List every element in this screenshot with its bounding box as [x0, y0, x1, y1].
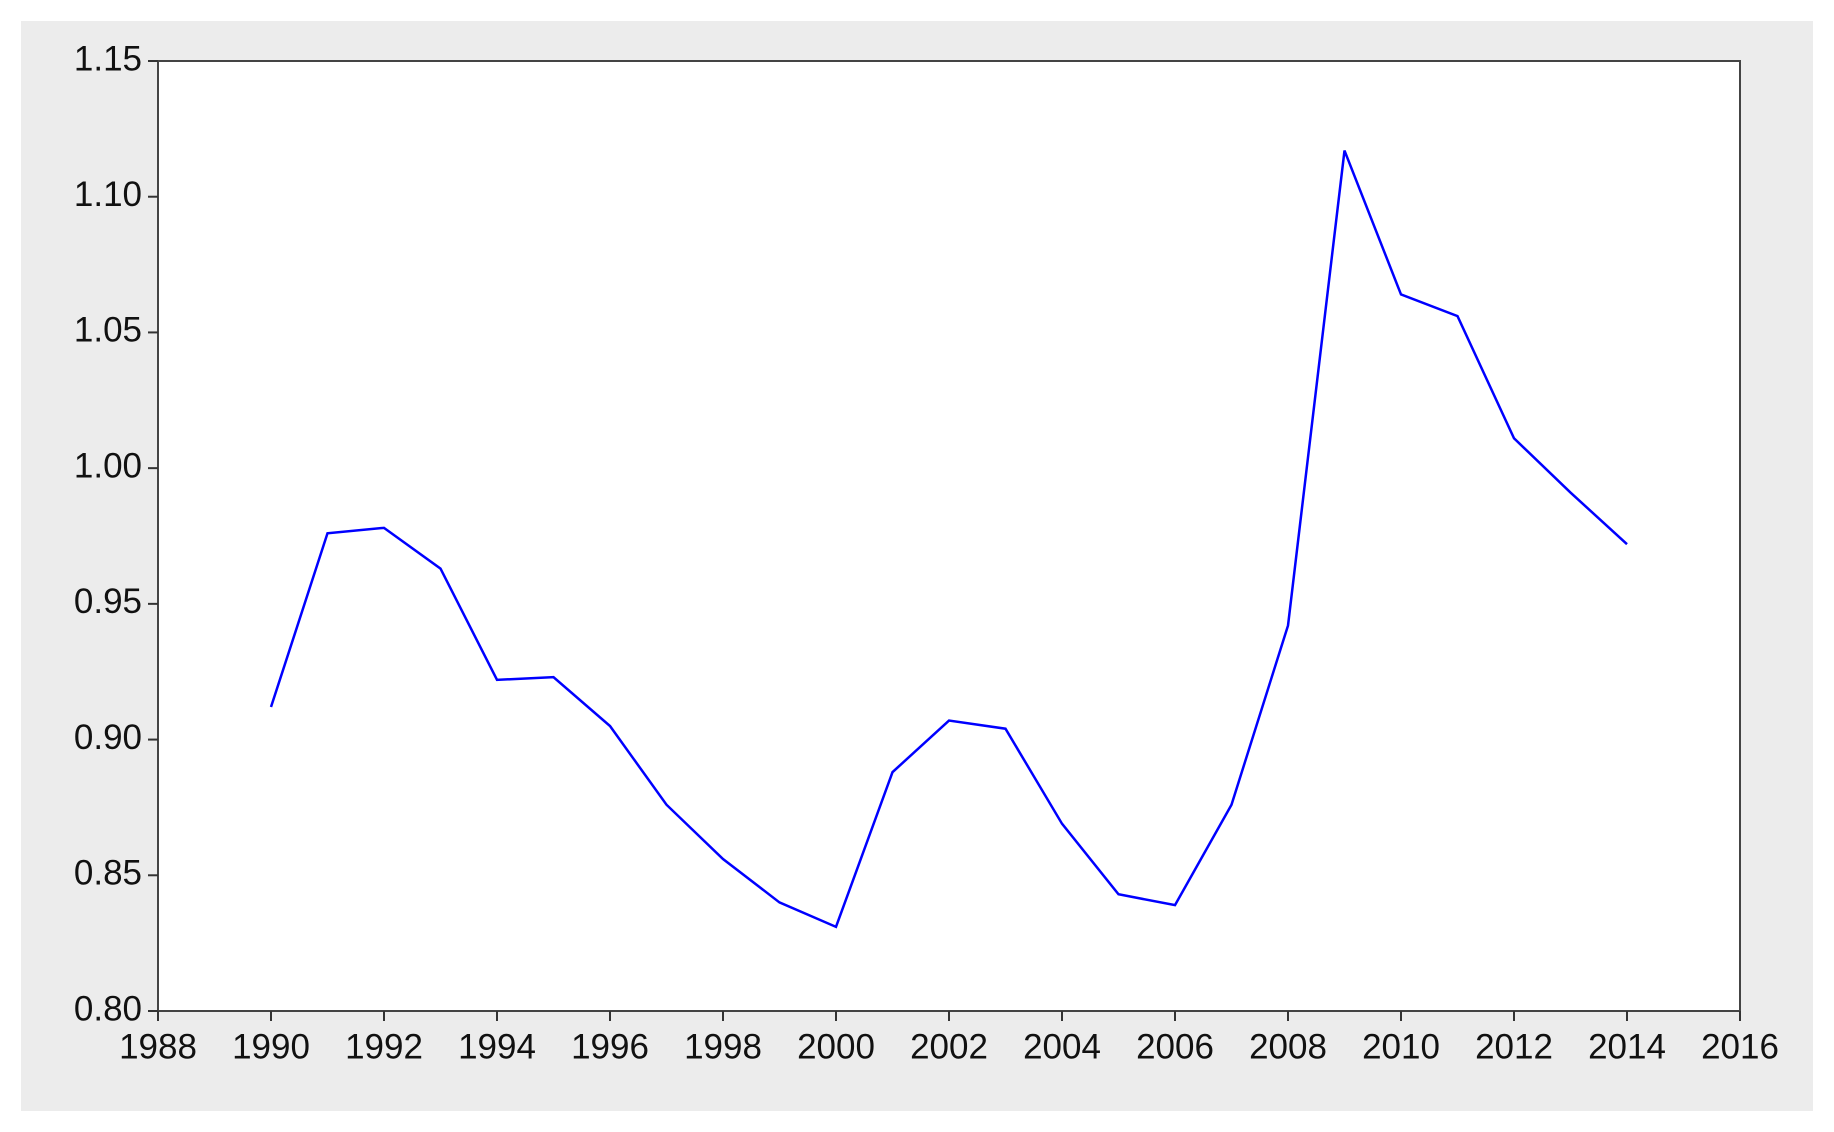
x-tick-label: 2012 — [1475, 1027, 1553, 1066]
y-tick-label: 0.80 — [74, 989, 142, 1028]
x-tick-label: 2002 — [910, 1027, 988, 1066]
x-tick-label: 1988 — [119, 1027, 197, 1066]
x-tick-label: 1990 — [232, 1027, 310, 1066]
y-tick-label: 1.05 — [74, 311, 142, 350]
y-tick-label: 1.00 — [74, 446, 142, 485]
x-tick-label: 2016 — [1701, 1027, 1779, 1066]
x-tick-label: 1998 — [684, 1027, 762, 1066]
x-tick-label: 1992 — [345, 1027, 423, 1066]
line-series — [269, 150, 1628, 929]
x-tick-label: 1996 — [571, 1027, 649, 1066]
x-tick-label: 2004 — [1023, 1027, 1101, 1066]
y-tick-label: 0.95 — [74, 582, 142, 621]
x-tick-label: 2000 — [797, 1027, 875, 1066]
x-tick-label: 2014 — [1588, 1027, 1666, 1066]
y-tick-label: 0.85 — [74, 854, 142, 893]
y-tick-label: 1.15 — [74, 39, 142, 78]
y-tick-label: 1.10 — [74, 175, 142, 214]
y-tick-label: 0.90 — [74, 718, 142, 757]
x-tick-label: 2008 — [1249, 1027, 1327, 1066]
x-tick-label: 2010 — [1362, 1027, 1440, 1066]
plot-area — [157, 60, 1741, 1012]
x-tick-label: 1994 — [458, 1027, 536, 1066]
x-tick-label: 2006 — [1136, 1027, 1214, 1066]
